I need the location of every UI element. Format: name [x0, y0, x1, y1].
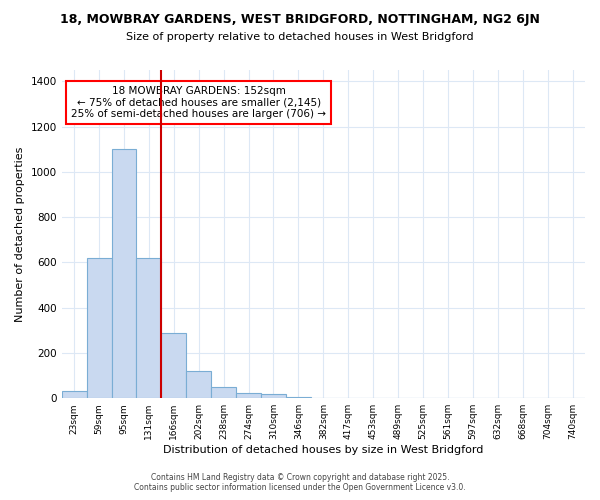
Text: 18, MOWBRAY GARDENS, WEST BRIDGFORD, NOTTINGHAM, NG2 6JN: 18, MOWBRAY GARDENS, WEST BRIDGFORD, NOT… [60, 12, 540, 26]
Bar [261, 394, 286, 398]
Text: 18 MOWBRAY GARDENS: 152sqm
← 75% of detached houses are smaller (2,145)
25% of s: 18 MOWBRAY GARDENS: 152sqm ← 75% of deta… [71, 86, 326, 119]
Bar [136, 258, 161, 398]
Bar [236, 392, 261, 398]
Text: Size of property relative to detached houses in West Bridgford: Size of property relative to detached ho… [126, 32, 474, 42]
Bar [286, 397, 311, 398]
Bar [112, 149, 136, 398]
X-axis label: Distribution of detached houses by size in West Bridgford: Distribution of detached houses by size … [163, 445, 484, 455]
Y-axis label: Number of detached properties: Number of detached properties [15, 146, 25, 322]
Bar [211, 387, 236, 398]
Bar [62, 392, 86, 398]
Bar [186, 371, 211, 398]
Bar [86, 258, 112, 398]
Text: Contains HM Land Registry data © Crown copyright and database right 2025.
Contai: Contains HM Land Registry data © Crown c… [134, 473, 466, 492]
Bar [161, 332, 186, 398]
